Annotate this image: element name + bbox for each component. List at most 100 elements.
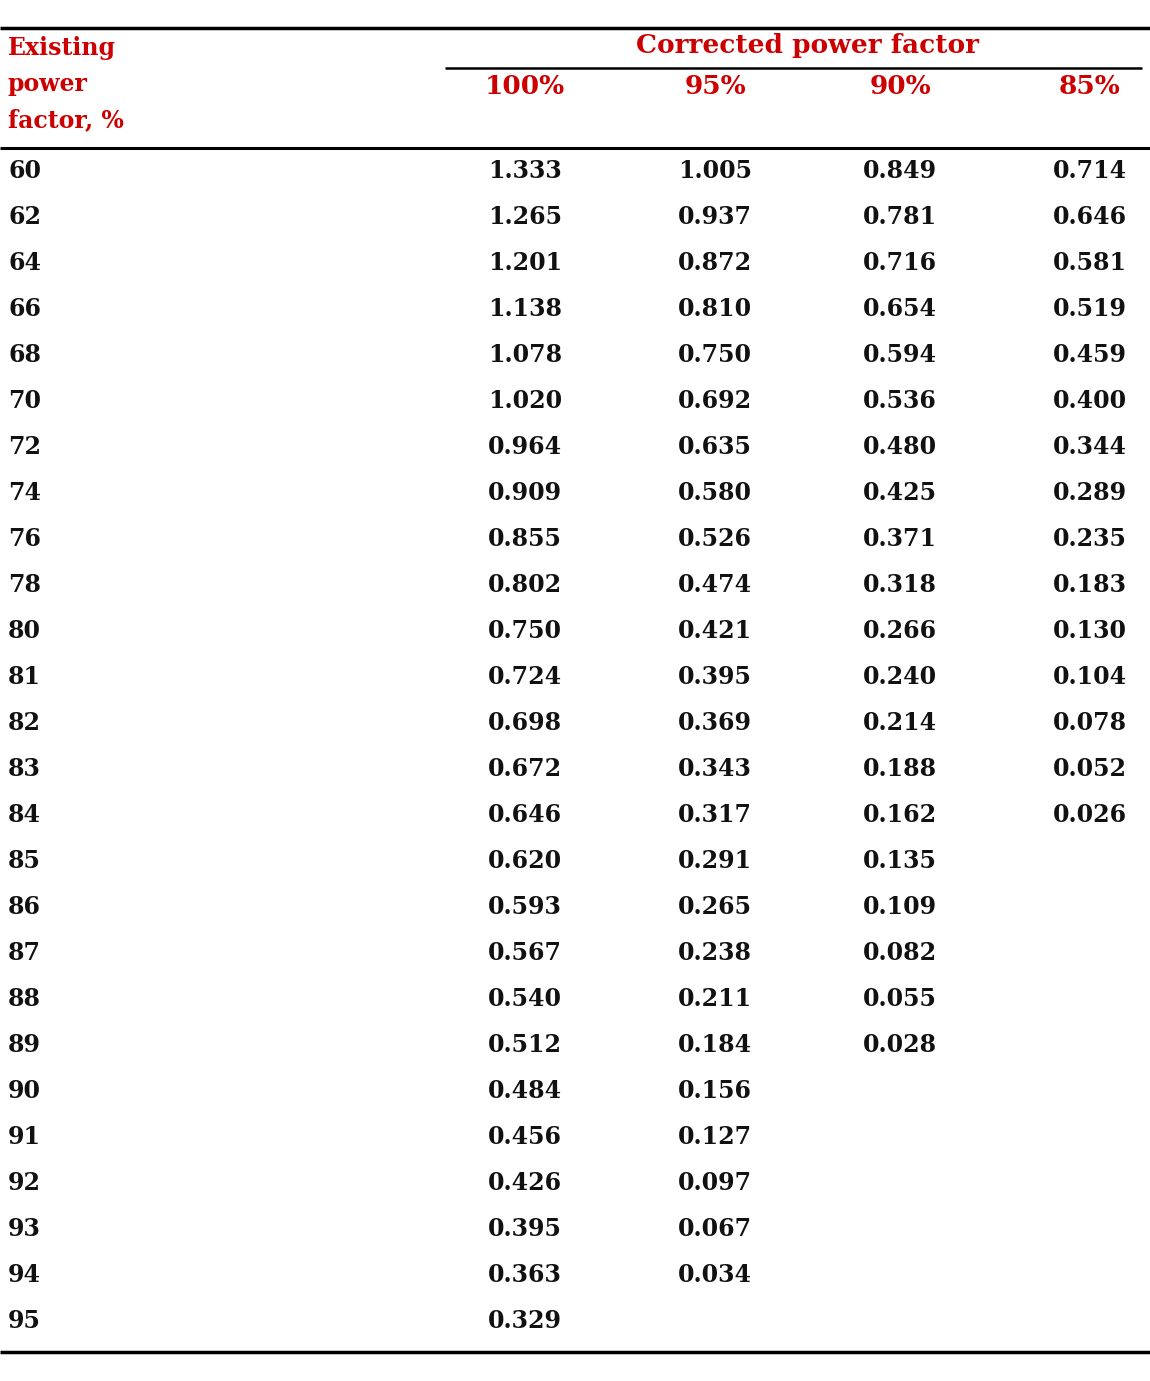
Text: 0.400: 0.400: [1053, 389, 1127, 413]
Text: 0.078: 0.078: [1053, 711, 1127, 735]
Text: 0.474: 0.474: [678, 573, 752, 597]
Text: 0.329: 0.329: [488, 1309, 562, 1333]
Text: 0.183: 0.183: [1053, 573, 1127, 597]
Text: 0.692: 0.692: [678, 389, 752, 413]
Text: 80: 80: [8, 619, 41, 644]
Text: 0.594: 0.594: [862, 342, 937, 367]
Text: 0.714: 0.714: [1053, 159, 1127, 184]
Text: 66: 66: [8, 297, 41, 320]
Text: 0.127: 0.127: [678, 1126, 752, 1149]
Text: 0.526: 0.526: [678, 528, 752, 551]
Text: 0.266: 0.266: [862, 619, 937, 644]
Text: 90%: 90%: [869, 75, 930, 99]
Text: 0.635: 0.635: [678, 435, 752, 458]
Text: 85: 85: [8, 849, 41, 873]
Text: 0.567: 0.567: [488, 940, 562, 965]
Text: 1.138: 1.138: [488, 297, 562, 320]
Text: 0.052: 0.052: [1053, 757, 1127, 782]
Text: 0.214: 0.214: [862, 711, 937, 735]
Text: 0.646: 0.646: [488, 802, 562, 827]
Text: 0.371: 0.371: [862, 528, 937, 551]
Text: 0.750: 0.750: [488, 619, 562, 644]
Text: 0.540: 0.540: [488, 987, 562, 1011]
Text: 0.654: 0.654: [862, 297, 937, 320]
Text: 0.082: 0.082: [862, 940, 937, 965]
Text: 0.724: 0.724: [488, 666, 562, 689]
Text: 0.238: 0.238: [678, 940, 752, 965]
Text: 0.512: 0.512: [488, 1033, 562, 1056]
Text: 0.135: 0.135: [862, 849, 937, 873]
Text: 64: 64: [8, 251, 41, 275]
Text: 0.026: 0.026: [1053, 802, 1127, 827]
Text: 0.395: 0.395: [488, 1217, 562, 1242]
Text: 0.067: 0.067: [678, 1217, 752, 1242]
Text: 0.802: 0.802: [488, 573, 562, 597]
Text: 0.781: 0.781: [862, 204, 937, 229]
Text: 0.421: 0.421: [678, 619, 752, 644]
Text: 1.333: 1.333: [488, 159, 562, 184]
Text: Corrected power factor: Corrected power factor: [636, 33, 979, 58]
Text: 72: 72: [8, 435, 41, 458]
Text: 0.810: 0.810: [678, 297, 752, 320]
Text: 0.456: 0.456: [488, 1126, 562, 1149]
Text: 88: 88: [8, 987, 41, 1011]
Text: 1.005: 1.005: [678, 159, 752, 184]
Text: 87: 87: [8, 940, 41, 965]
Text: 0.235: 0.235: [1053, 528, 1127, 551]
Text: 0.162: 0.162: [862, 802, 937, 827]
Text: 0.318: 0.318: [862, 573, 937, 597]
Text: 0.109: 0.109: [862, 895, 937, 918]
Text: power: power: [8, 72, 87, 97]
Text: 60: 60: [8, 159, 41, 184]
Text: 1.201: 1.201: [488, 251, 562, 275]
Text: 1.265: 1.265: [488, 204, 562, 229]
Text: 0.849: 0.849: [862, 159, 937, 184]
Text: 92: 92: [8, 1171, 41, 1195]
Text: 0.343: 0.343: [678, 757, 752, 782]
Text: 0.426: 0.426: [488, 1171, 562, 1195]
Text: 0.646: 0.646: [1053, 204, 1127, 229]
Text: 74: 74: [8, 481, 41, 505]
Text: 0.459: 0.459: [1053, 342, 1127, 367]
Text: 0.519: 0.519: [1053, 297, 1127, 320]
Text: 85%: 85%: [1059, 75, 1121, 99]
Text: 100%: 100%: [485, 75, 565, 99]
Text: 86: 86: [8, 895, 41, 918]
Text: 0.672: 0.672: [488, 757, 562, 782]
Text: 0.034: 0.034: [678, 1264, 752, 1287]
Text: 0.593: 0.593: [488, 895, 562, 918]
Text: 0.937: 0.937: [678, 204, 752, 229]
Text: 0.581: 0.581: [1053, 251, 1127, 275]
Text: 0.291: 0.291: [678, 849, 752, 873]
Text: 0.363: 0.363: [488, 1264, 562, 1287]
Text: 0.289: 0.289: [1053, 481, 1127, 505]
Text: 70: 70: [8, 389, 41, 413]
Text: 68: 68: [8, 342, 41, 367]
Text: 0.211: 0.211: [678, 987, 752, 1011]
Text: factor, %: factor, %: [8, 108, 124, 133]
Text: 0.265: 0.265: [678, 895, 752, 918]
Text: 76: 76: [8, 528, 41, 551]
Text: 81: 81: [8, 666, 41, 689]
Text: 0.104: 0.104: [1053, 666, 1127, 689]
Text: 95: 95: [8, 1309, 41, 1333]
Text: 1.078: 1.078: [488, 342, 562, 367]
Text: 0.317: 0.317: [678, 802, 752, 827]
Text: Existing: Existing: [8, 36, 116, 59]
Text: 83: 83: [8, 757, 41, 782]
Text: 0.620: 0.620: [488, 849, 562, 873]
Text: 0.344: 0.344: [1053, 435, 1127, 458]
Text: 0.872: 0.872: [678, 251, 752, 275]
Text: 91: 91: [8, 1126, 41, 1149]
Text: 62: 62: [8, 204, 41, 229]
Text: 0.028: 0.028: [862, 1033, 937, 1056]
Text: 0.716: 0.716: [862, 251, 937, 275]
Text: 82: 82: [8, 711, 41, 735]
Text: 0.964: 0.964: [488, 435, 562, 458]
Text: 0.130: 0.130: [1053, 619, 1127, 644]
Text: 0.188: 0.188: [862, 757, 937, 782]
Text: 95%: 95%: [684, 75, 746, 99]
Text: 78: 78: [8, 573, 41, 597]
Text: 0.097: 0.097: [678, 1171, 752, 1195]
Text: 0.484: 0.484: [488, 1079, 562, 1103]
